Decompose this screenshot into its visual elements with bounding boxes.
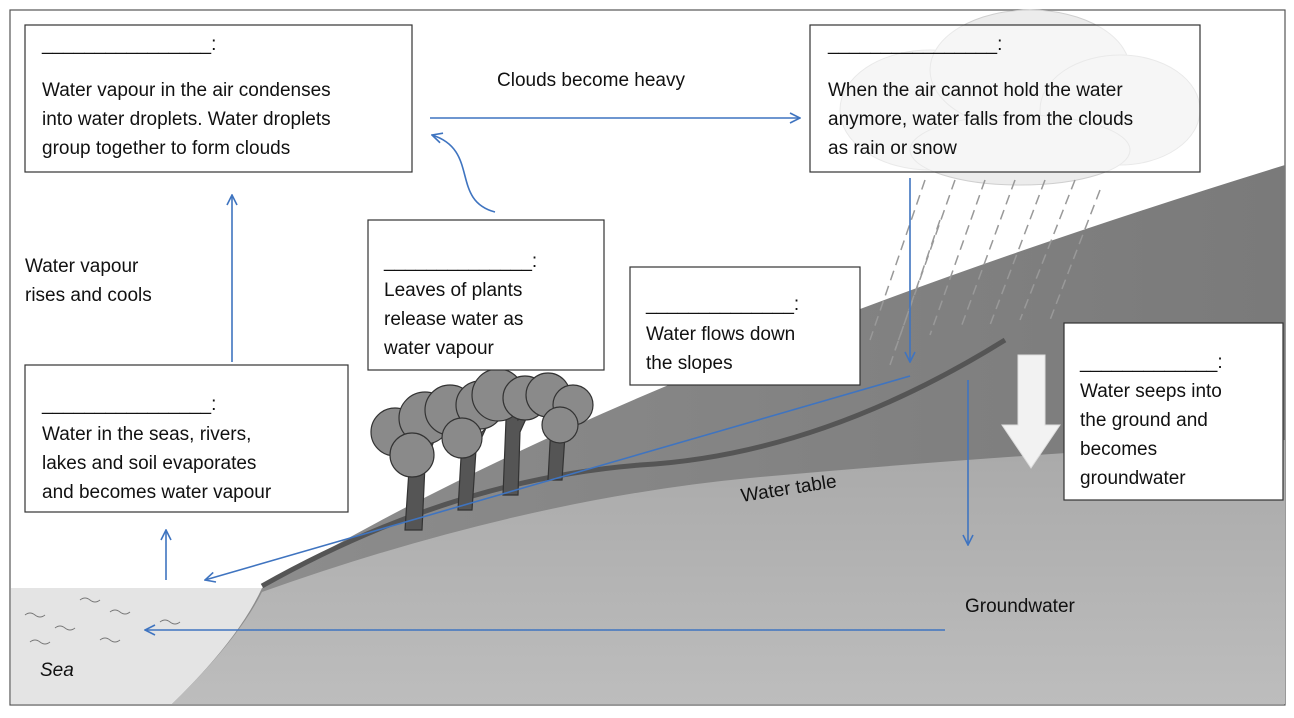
label: rises and cools xyxy=(25,285,152,306)
label: Clouds become heavy xyxy=(497,70,685,91)
box-text: the ground and xyxy=(1080,410,1208,431)
box-text: group together to form clouds xyxy=(42,138,290,159)
blank: ______________: xyxy=(645,294,799,315)
page: ________________: Water vapour in the ai… xyxy=(0,0,1294,713)
label: Water vapour xyxy=(25,256,139,277)
label: Sea xyxy=(40,660,74,681)
box-condensation: ________________: Water vapour in the ai… xyxy=(25,25,412,172)
box-text: into water droplets. Water droplets xyxy=(42,109,331,130)
box-precipitation: ________________: When the air cannot ho… xyxy=(810,25,1200,172)
box-transpiration: ______________: Leaves of plants release… xyxy=(368,220,604,370)
box-text: the slopes xyxy=(646,353,733,374)
box-text: anymore, water falls from the clouds xyxy=(828,109,1133,130)
box-text: Leaves of plants xyxy=(384,280,522,301)
box-text: lakes and soil evaporates xyxy=(42,453,256,474)
box-text: Water seeps into xyxy=(1080,381,1222,402)
blank: ______________: xyxy=(383,251,537,272)
box-text: as rain or snow xyxy=(828,138,957,159)
box-text: When the air cannot hold the water xyxy=(828,80,1123,101)
box-text: release water as xyxy=(384,309,523,330)
box-text: groundwater xyxy=(1080,468,1186,489)
water-cycle-diagram: ________________: Water vapour in the ai… xyxy=(0,0,1294,713)
box-text: and becomes water vapour xyxy=(42,482,272,503)
box-text: becomes xyxy=(1080,439,1157,460)
blank: ________________: xyxy=(41,34,216,55)
box-text: Water vapour in the air condenses xyxy=(42,80,331,101)
blank: ________________: xyxy=(827,34,1002,55)
box-text: Water in the seas, rivers, xyxy=(42,424,251,445)
blank: _____________: xyxy=(1079,352,1223,373)
box-infiltration: _____________: Water seeps into the grou… xyxy=(1064,323,1283,500)
box-text: water vapour xyxy=(383,338,495,359)
blank: ________________: xyxy=(41,394,216,415)
box-evaporation: ________________: Water in the seas, riv… xyxy=(25,365,348,512)
label: Groundwater xyxy=(965,596,1076,617)
box-runoff: ______________: Water flows down the slo… xyxy=(630,267,860,385)
box-text: Water flows down xyxy=(646,324,795,345)
